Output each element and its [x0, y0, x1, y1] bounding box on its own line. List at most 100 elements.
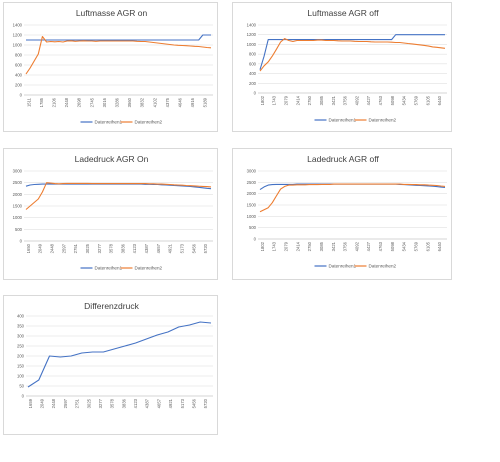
luftmasse-agr-off-x-tick-label: 4763 [378, 95, 383, 105]
ladedruck-agr-off-x-tick-label: 3421 [331, 241, 336, 251]
ladedruck-agr-on-x-tick-label: 5720 [203, 243, 208, 253]
ladedruck-agr-off-x-tick-label: 2079 [284, 241, 289, 251]
luftmasse-agr-on-y-tick-label: 200 [15, 83, 23, 88]
ladedruck-agr-on-x-tick-label: 3277 [97, 243, 102, 253]
chart-svg-luftmasse-agr-on: Luftmasse AGR on 0 200 400 600 800 1000 1200 140… [13, 8, 213, 125]
luftmasse-agr-off-y-tick-label: 400 [249, 71, 257, 76]
differenzdruck-x-tick-label: 2049 [40, 398, 45, 408]
luftmasse-agr-on-y-tick-label: 600 [15, 63, 23, 68]
luftmasse-agr-off-y-tick-label: 1400 [247, 23, 257, 28]
differenzdruck-x-tick-label: 5720 [203, 398, 208, 408]
luftmasse-agr-on-series-datenreihen2 [25, 35, 212, 75]
luftmasse-agr-off-x-tick-label: 5769 [413, 95, 418, 105]
differenzdruck-x-tick-label: 4123 [133, 398, 138, 408]
differenzdruck-title: Differenzdruck [84, 301, 139, 311]
ladedruck-agr-on-y-tick-label: 500 [15, 227, 23, 232]
luftmasse-agr-off-y-tick-label: 200 [249, 81, 257, 86]
chart-svg-luftmasse-agr-off: Luftmasse AGR off 0 200 400 600 800 1000 1200 14… [247, 8, 447, 123]
ladedruck-agr-off-y-tick-label: 500 [249, 225, 257, 230]
ladedruck-agr-off-x-tick-label: 2414 [295, 241, 300, 251]
chart-panel-luftmasse-agr-off: Luftmasse AGR off 0 200 400 600 800 1000 1200 14… [232, 2, 452, 132]
luftmasse-agr-on-x-tick-label: 4102 [152, 97, 157, 107]
luftmasse-agr-off-x-tick-label: 4427 [366, 95, 371, 105]
differenzdruck-x-tick-label: 3277 [98, 398, 103, 408]
luftmasse-agr-on-series-datenreihen1 [26, 34, 211, 41]
differenzdruck-x-tick-label: 2597 [63, 398, 68, 408]
ladedruck-agr-on-x-tick-label: 2049 [38, 243, 43, 253]
ladedruck-agr-on-y-tick-label: 2000 [13, 192, 23, 197]
differenzdruck-y-tick-label: 100 [17, 374, 25, 379]
ladedruck-agr-off-x-tick-label: 6440 [437, 241, 442, 251]
ladedruck-agr-on-legend-label-datenreihen2: Datenreihen2 [135, 266, 163, 271]
differenzdruck-y-tick-label: 150 [17, 364, 25, 369]
ladedruck-agr-on-x-tick-label: 3578 [109, 243, 114, 253]
luftmasse-agr-on-y-tick-label: 1000 [13, 43, 23, 48]
chart-svg-ladedruck-agr-on: Ladedruck AGR On 0 500 1000 1500 2000 2500 3000… [13, 154, 213, 271]
luftmasse-agr-off-y-tick-label: 600 [249, 61, 257, 66]
luftmasse-agr-on-x-tick-label: 2745 [89, 97, 94, 107]
luftmasse-agr-on-y-tick-label: 0 [20, 93, 23, 98]
ladedruck-agr-on-x-tick-label: 2448 [50, 243, 55, 253]
differenzdruck-x-tick-label: 2751 [75, 398, 80, 408]
chart-panel-luftmasse-agr-on: Luftmasse AGR on 0 200 400 600 800 1000 1200 140… [3, 2, 218, 132]
differenzdruck-x-tick-label: 2448 [51, 398, 56, 408]
luftmasse-agr-off-x-tick-label: 3085 [319, 95, 324, 105]
luftmasse-agr-on-y-tick-label: 800 [15, 53, 23, 58]
luftmasse-agr-on-x-tick-label: 3286 [115, 97, 120, 107]
ladedruck-agr-off-legend-label-datenreihen1: Datenreihen1 [329, 264, 357, 269]
ladedruck-agr-off-x-tick-label: 4427 [366, 241, 371, 251]
differenzdruck-x-tick-label: 3025 [86, 398, 91, 408]
luftmasse-agr-off-x-tick-label: 3756 [343, 95, 348, 105]
luftmasse-agr-off-x-tick-label: 5098 [390, 95, 395, 105]
ladedruck-agr-on-x-tick-label: 1650 [26, 243, 31, 253]
ladedruck-agr-off-x-tick-label: 5098 [390, 241, 395, 251]
ladedruck-agr-off-y-tick-label: 2000 [247, 191, 257, 196]
ladedruck-agr-on-x-tick-label: 5173 [179, 243, 184, 253]
luftmasse-agr-on-x-tick-label: 4916 [190, 97, 195, 107]
ladedruck-agr-off-x-tick-label: 3756 [343, 241, 348, 251]
ladedruck-agr-off-x-tick-label: 5769 [413, 241, 418, 251]
differenzdruck-series-line [27, 321, 212, 388]
luftmasse-agr-on-legend-label-datenreihen1: Datenreihen1 [95, 120, 123, 125]
chart-panel-differenzdruck: Differenzdruck 0 50 100 150 200 250 300 350 400 16… [3, 295, 218, 435]
differenzdruck-y-tick-label: 200 [17, 354, 25, 359]
differenzdruck-x-tick-label: 4387 [145, 398, 150, 408]
luftmasse-agr-off-x-tick-label: 6105 [425, 95, 430, 105]
ladedruck-agr-on-x-tick-label: 2597 [61, 243, 66, 253]
differenzdruck-x-tick-label: 5173 [180, 398, 185, 408]
luftmasse-agr-on-x-tick-label: 1511 [26, 97, 31, 107]
luftmasse-agr-off-title: Luftmasse AGR off [307, 8, 379, 18]
ladedruck-agr-off-y-tick-label: 1500 [247, 203, 257, 208]
differenzdruck-y-tick-label: 250 [17, 344, 25, 349]
chart-panel-ladedruck-agr-off: Ladedruck AGR off 0 500 1000 1500 2000 2500 300… [232, 148, 452, 280]
ladedruck-agr-off-y-tick-label: 2500 [247, 180, 257, 185]
ladedruck-agr-on-x-tick-label: 4921 [168, 243, 173, 253]
luftmasse-agr-on-x-tick-label: 5189 [203, 97, 208, 107]
differenzdruck-y-tick-label: 0 [22, 394, 25, 399]
luftmasse-agr-off-x-tick-label: 1743 [272, 95, 277, 105]
ladedruck-agr-off-y-tick-label: 3000 [247, 169, 257, 174]
luftmasse-agr-on-y-tick-label: 1200 [13, 33, 23, 38]
ladedruck-agr-on-y-tick-label: 3000 [13, 169, 23, 174]
luftmasse-agr-off-x-tick-label: 6440 [437, 95, 442, 105]
luftmasse-agr-off-y-tick-label: 0 [254, 91, 257, 96]
ladedruck-agr-on-series-datenreihen2 [25, 182, 212, 210]
ladedruck-agr-off-title: Ladedruck AGR off [307, 154, 379, 164]
ladedruck-agr-off-y-tick-label: 1000 [247, 214, 257, 219]
chart-svg-differenzdruck: Differenzdruck 0 50 100 150 200 250 300 350 400 16… [17, 301, 213, 408]
ladedruck-agr-off-series-datenreihen2 [259, 183, 446, 213]
ladedruck-agr-off-legend-label-datenreihen2: Datenreihen2 [369, 264, 397, 269]
ladedruck-agr-off-x-tick-label: 5434 [402, 241, 407, 251]
luftmasse-agr-on-x-tick-label: 1785 [39, 97, 44, 107]
ladedruck-agr-off-x-tick-label: 3085 [319, 241, 324, 251]
luftmasse-agr-on-x-tick-label: 4646 [178, 97, 183, 107]
differenzdruck-x-tick-label: 4657 [156, 398, 161, 408]
luftmasse-agr-off-x-tick-label: 5434 [402, 95, 407, 105]
ladedruck-agr-off-x-tick-label: 1743 [272, 241, 277, 251]
differenzdruck-y-tick-label: 300 [17, 334, 25, 339]
ladedruck-agr-on-y-tick-label: 2500 [13, 180, 23, 185]
luftmasse-agr-on-x-tick-label: 2448 [64, 97, 69, 107]
chart-svg-ladedruck-agr-off: Ladedruck AGR off 0 500 1000 1500 2000 2500 300… [247, 154, 447, 269]
differenzdruck-y-tick-label: 400 [17, 314, 25, 319]
ladedruck-agr-on-y-tick-label: 1500 [13, 204, 23, 209]
